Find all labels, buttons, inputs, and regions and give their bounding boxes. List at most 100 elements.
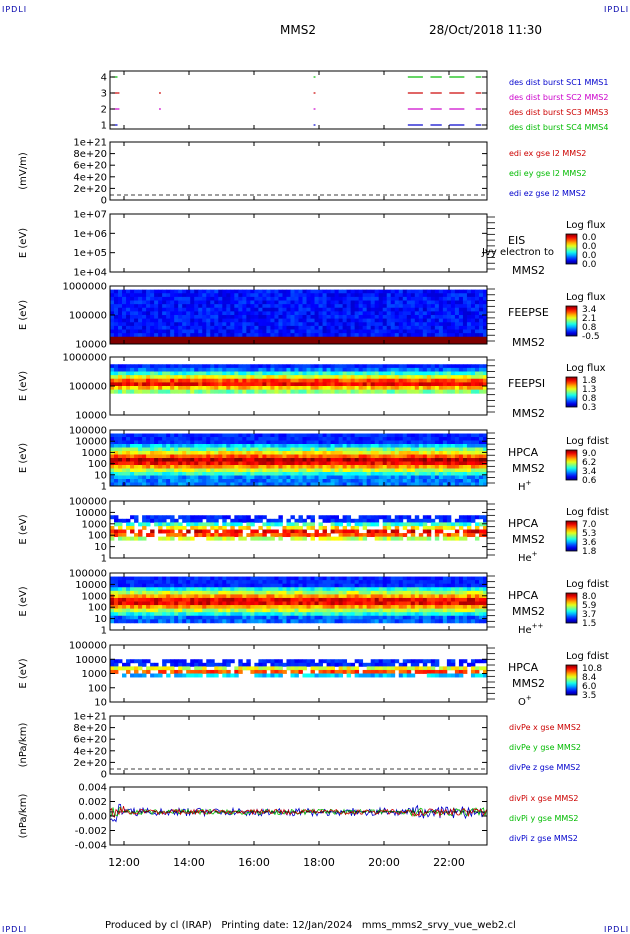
overlay-label-eis: Jvy electron to <box>481 247 554 258</box>
ytick-label-hpca_o: 100000 <box>69 641 107 652</box>
ytick-label-eis: 1e+04 <box>73 268 107 279</box>
ytick-label-hpca_h: 10 <box>94 470 107 481</box>
ytick-label-divpe: 1e+21 <box>73 712 107 723</box>
ytick-label-hpca_h: 10000 <box>75 437 107 448</box>
divpi-series-line <box>109 806 487 817</box>
ytick-label-divpi: -0.004 <box>75 841 107 852</box>
ylabel-hpca_o: E (eV) <box>18 658 29 688</box>
legend-entry-burst: des dist burst SC2 MMS2 <box>509 93 608 102</box>
legend-entry-edi: edi ez gse l2 MMS2 <box>509 189 586 198</box>
ytick-label-burst: 1 <box>101 121 107 132</box>
ytick-label-feepse: 1000000 <box>62 282 107 293</box>
corner-mark-top-left: IPDLI <box>2 5 28 14</box>
ytick-label-feepse: 100000 <box>69 311 107 322</box>
colorbar-tick-feepsi: 1.3 <box>582 385 596 395</box>
ytick-label-hpca_o: 1000 <box>82 669 107 680</box>
legend-entry-burst: des dist burst SC4 MMS4 <box>509 123 608 132</box>
ytick-label-hpca_hepp: 1 <box>101 626 107 637</box>
colorbar-tick-hpca_he: 3.6 <box>582 538 597 548</box>
ytick-label-burst: 3 <box>101 89 107 100</box>
legend-entry-edi: edi ex gse l2 MMS2 <box>509 149 586 158</box>
xaxis-tick-label: 22:00 <box>433 856 465 869</box>
heatmap-hpca_hepp <box>110 576 488 624</box>
species-label-hpca_hepp: He++ <box>518 622 544 636</box>
ytick-label-hpca_he: 100 <box>88 531 107 542</box>
spacecraft-label-hpca_he: MMS2 <box>512 533 545 546</box>
frame-edi <box>109 141 488 201</box>
colorbar-hpca_hepp <box>565 592 578 624</box>
ylabel-hpca_he: E (eV) <box>18 514 29 544</box>
ytick-label-hpca_he: 1 <box>101 554 107 565</box>
colorbar-tick-hpca_he: 5.3 <box>582 529 596 539</box>
ytick-label-hpca_hepp: 100000 <box>69 569 107 580</box>
divpi-series-line <box>109 803 487 823</box>
ytick-label-edi: 4e+20 <box>73 172 107 183</box>
legend-entry-divpe: divPe x gse MMS2 <box>509 723 581 732</box>
ylabel-edi: (mV/m) <box>18 152 29 190</box>
colorbar-tick-eis: 0.0 <box>582 233 597 243</box>
ytick-label-hpca_h: 100 <box>88 459 107 470</box>
colorbar-tick-hpca_h: 9.0 <box>582 449 597 459</box>
instrument-label-feepsi: FEEPSI <box>508 377 545 390</box>
colorbar-tick-hpca_hepp: 8.0 <box>582 592 597 602</box>
ytick-label-hpca_he: 1000 <box>82 519 107 530</box>
legend-entry-divpe: divPe z gse MMS2 <box>509 763 580 772</box>
panel-edi <box>109 141 488 201</box>
ytick-label-eis: 1e+05 <box>73 248 107 259</box>
colorbar-eis <box>565 233 578 265</box>
frame-divpe <box>109 715 488 775</box>
ytick-label-feepsi: 10000 <box>75 411 107 422</box>
instrument-label-hpca_h: HPCA <box>508 446 539 459</box>
colorbar-tick-hpca_h: 3.4 <box>582 467 597 477</box>
frame-hpca_hepp <box>109 572 488 631</box>
colorbar-tick-feepse: 3.4 <box>582 305 597 315</box>
ytick-label-feepsi: 1000000 <box>62 353 107 364</box>
colorbar-feepsi <box>565 376 578 408</box>
ytick-label-divpe: 8e+20 <box>73 723 107 734</box>
colorbar-tick-hpca_h: 6.2 <box>582 458 596 468</box>
panel-hpca_he <box>109 500 578 559</box>
ytick-label-burst: 2 <box>101 105 107 116</box>
panel-feepsi <box>109 356 578 416</box>
panel-burst <box>109 70 488 130</box>
ylabel-divpe: (nPa/km) <box>18 723 29 768</box>
colorbar-feepse <box>565 305 578 337</box>
xaxis-tick-label: 16:00 <box>238 856 270 869</box>
heatmap-hpca_he <box>110 515 488 541</box>
heatmap-hpca_h <box>110 433 488 487</box>
ytick-label-hpca_h: 1 <box>101 482 107 493</box>
legend-entry-divpi: divPi z gse MMS2 <box>509 834 578 843</box>
legend-entry-burst: des dist burst SC1 MMS1 <box>509 78 608 87</box>
panel-feepse <box>109 285 578 345</box>
ytick-label-hpca_hepp: 100 <box>88 603 107 614</box>
spacecraft-label-hpca_hepp: MMS2 <box>512 605 545 618</box>
panel-hpca_h <box>109 429 578 487</box>
spacecraft-label-hpca_h: MMS2 <box>512 462 545 475</box>
colorbar-tick-feepsi: 0.8 <box>582 394 597 404</box>
colorbar-title-hpca_o: Log fdist <box>566 651 609 662</box>
species-label-hpca_he: He+ <box>518 550 538 564</box>
ytick-label-divpi: 0.000 <box>78 812 107 823</box>
colorbar-tick-hpca_hepp: 1.5 <box>582 619 596 629</box>
ytick-label-divpe: 0 <box>101 770 107 781</box>
colorbar-hpca_o <box>565 664 578 696</box>
spacecraft-label-hpca_o: MMS2 <box>512 677 545 690</box>
colorbar-tick-feepse: 0.8 <box>582 323 597 333</box>
colorbar-tick-feepsi: 1.8 <box>582 376 597 386</box>
heatmap-feepse <box>110 289 488 345</box>
ytick-label-burst: 4 <box>101 73 107 84</box>
ytick-label-eis: 1e+06 <box>73 229 107 240</box>
spacecraft-label-feepsi: MMS2 <box>512 407 545 420</box>
colorbar-tick-hpca_o: 8.4 <box>582 673 597 683</box>
ytick-label-hpca_h: 1000 <box>82 448 107 459</box>
corner-mark-top-right: IPDLI <box>604 5 630 14</box>
species-label-hpca_h: H+ <box>518 479 532 493</box>
ylabel-feepse: E (eV) <box>18 300 29 330</box>
ytick-label-hpca_o: 10000 <box>75 655 107 666</box>
ytick-label-edi: 6e+20 <box>73 161 107 172</box>
colorbar-tick-eis: 0.0 <box>582 260 597 270</box>
footer-text: Produced by cl (IRAP) Printing date: 12/… <box>105 920 516 931</box>
ytick-label-divpi: 0.004 <box>78 783 107 794</box>
ytick-label-divpe: 6e+20 <box>73 735 107 746</box>
